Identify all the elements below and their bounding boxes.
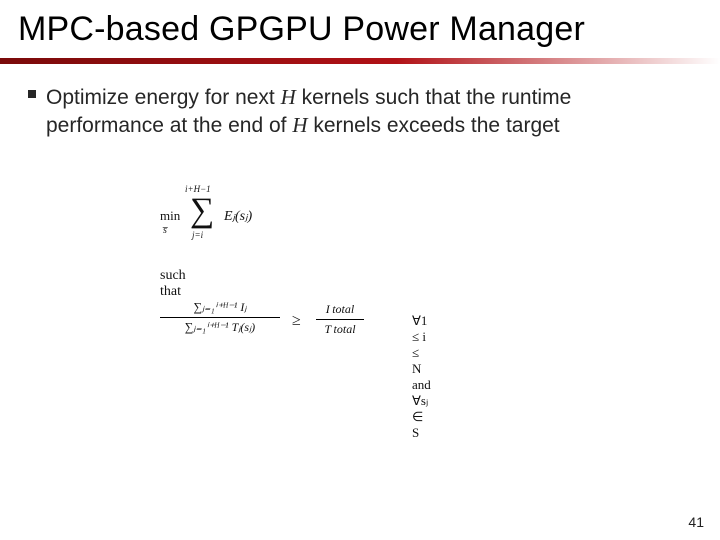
frac-denominator: ∑ⱼ₌₁ⁱ⁺ᴴ⁻¹ Tⱼ(sⱼ) [160, 320, 280, 335]
constraint-lhs-fraction: ∑ⱼ₌₁ⁱ⁺ᴴ⁻¹ Iⱼ ∑ⱼ₌₁ⁱ⁺ᴴ⁻¹ Tⱼ(sⱼ) [160, 300, 280, 335]
bullet-pre: Optimize energy for next [46, 86, 281, 109]
frac2-denominator: T total [316, 322, 364, 337]
such-that-label: such that [160, 268, 186, 300]
bullet-item: Optimize energy for next H kernels such … [28, 84, 690, 140]
geq-symbol: ≥ [292, 312, 301, 330]
min-label: min [160, 208, 180, 224]
var-H-1: H [281, 85, 296, 109]
bullet-marker-icon [28, 90, 36, 98]
frac-numerator: ∑ⱼ₌₁ⁱ⁺ᴴ⁻¹ Iⱼ [160, 300, 280, 315]
var-H-2: H [292, 113, 307, 137]
title-underline [0, 58, 720, 64]
bullet-post: kernels exceeds the target [308, 114, 560, 137]
energy-term: Eⱼ(sⱼ) [224, 208, 252, 225]
constraint-rhs-fraction: I total T total [316, 302, 364, 337]
min-overvar: s̅ [163, 225, 167, 236]
bullet-text: Optimize energy for next H kernels such … [46, 84, 690, 140]
forall-quantifier: ∀1 ≤ i ≤ N and ∀sⱼ ∈ S [412, 313, 431, 441]
page-title: MPC-based GPGPU Power Manager [18, 10, 702, 49]
sigma-lower: j=i [192, 230, 203, 240]
frac2-numerator: I total [316, 302, 364, 317]
fraction-bar [160, 317, 280, 318]
fraction-bar-2 [316, 319, 364, 320]
slide: MPC-based GPGPU Power Manager Optimize e… [0, 0, 720, 540]
page-number: 41 [688, 514, 704, 530]
sigma-icon: ∑ [190, 194, 214, 228]
